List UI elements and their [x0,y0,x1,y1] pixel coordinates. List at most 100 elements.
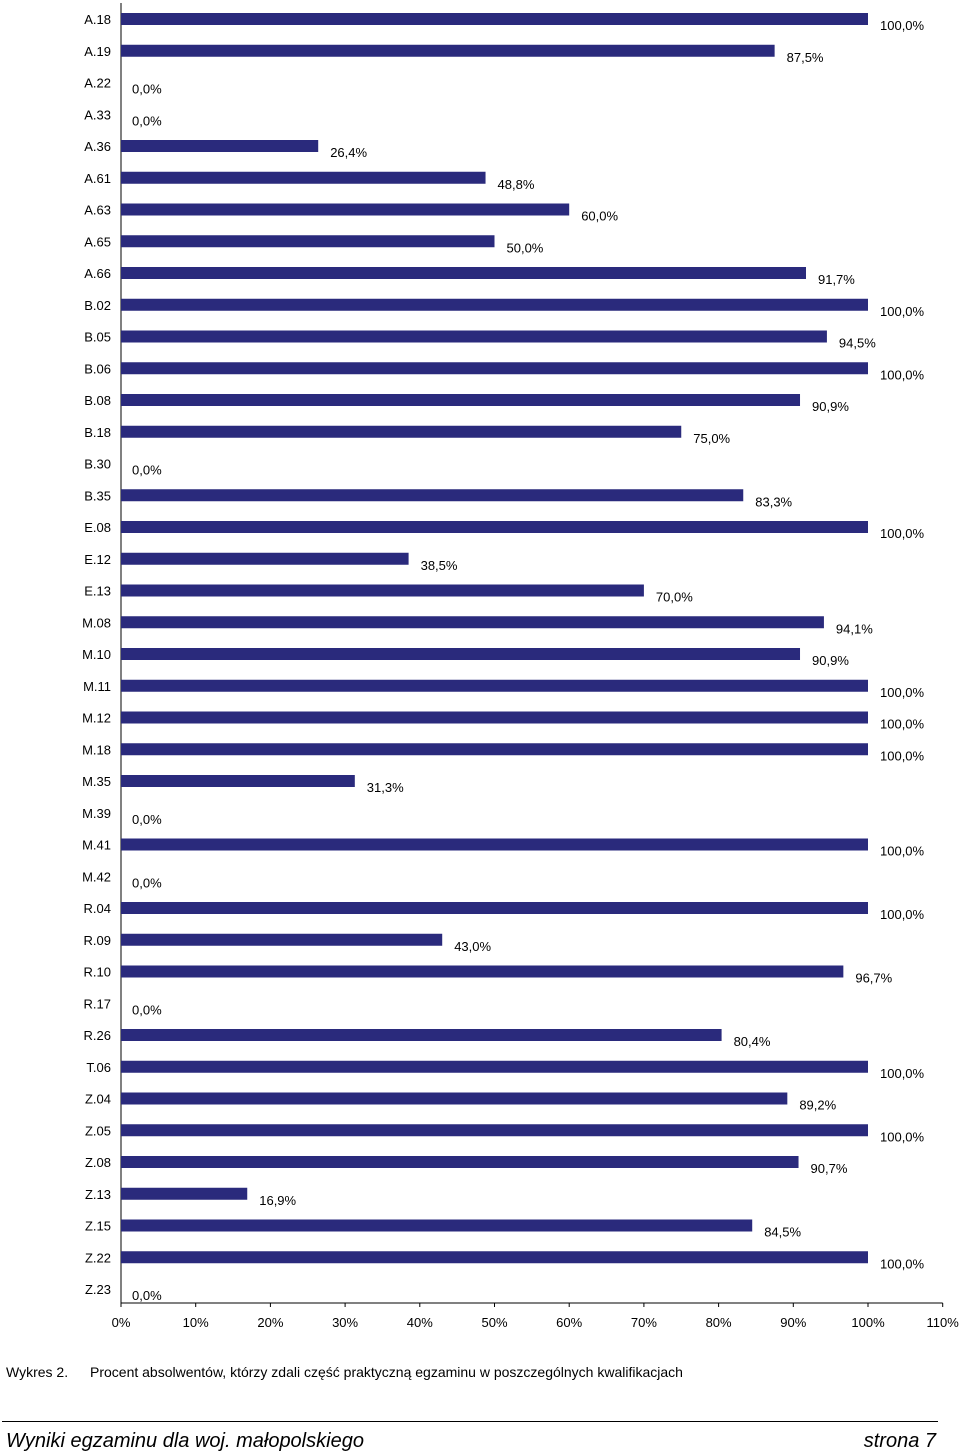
caption-label: Wykres 2. [6,1364,69,1380]
value-label: 70,0% [656,590,693,605]
value-label: 31,3% [367,780,404,795]
value-label: 0,0% [132,82,162,97]
category-label: E.13 [84,584,111,599]
bar [121,679,868,692]
value-label: 100,0% [880,1066,925,1081]
figure-caption: Wykres 2. Procent absolwentów, którzy zda… [6,1364,683,1380]
category-label: A.61 [84,171,111,186]
bar [121,552,409,565]
value-label: 94,1% [836,621,873,636]
value-label: 96,7% [855,971,892,986]
value-label: 100,0% [880,748,925,763]
category-label: M.11 [83,679,111,694]
x-tick-label: 50% [481,1315,507,1330]
value-label: 100,0% [880,1129,925,1144]
category-label: M.41 [82,838,111,853]
bar [121,1092,788,1105]
bar [121,235,495,248]
category-label: B.08 [84,393,111,408]
category-label: M.10 [82,647,111,662]
value-label: 48,8% [498,177,535,192]
category-label: B.02 [84,298,111,313]
value-label: 0,0% [132,1002,162,1017]
value-label: 90,9% [812,399,849,414]
bar [121,394,801,406]
bar [121,1251,868,1264]
value-label: 0,0% [132,875,162,890]
page-number: strona 7 [863,1430,936,1452]
bar [121,330,827,343]
category-label: A.36 [84,139,111,154]
value-label: 43,0% [454,939,491,954]
category-label: E.08 [84,520,111,535]
x-tick-label: 0% [112,1315,131,1330]
x-tick-label: 70% [631,1315,657,1330]
bar [121,140,319,152]
value-label: 38,5% [421,558,458,573]
category-label: R.04 [84,901,111,916]
category-label: A.33 [84,107,111,122]
x-tick-label: 30% [332,1315,358,1330]
value-label: 100,0% [880,304,925,319]
bar [121,171,486,184]
category-label: Z.23 [85,1282,111,1297]
value-label: 83,3% [755,494,792,509]
bar [121,489,744,502]
value-label: 50,0% [507,240,544,255]
category-label: M.18 [82,742,111,757]
category-label: E.12 [84,552,111,567]
value-label: 0,0% [132,113,162,128]
bar [121,203,570,216]
category-label: M.39 [82,806,111,821]
category-label: R.17 [84,996,111,1011]
category-label: R.26 [84,1028,111,1043]
value-label: 89,2% [799,1098,836,1113]
bar [121,267,806,279]
bar [121,425,682,438]
bar [121,1156,799,1168]
value-label: 100,0% [880,717,925,732]
x-tick-label: 90% [780,1315,806,1330]
value-label: 100,0% [880,1256,925,1271]
bar [121,362,868,375]
bar [121,933,443,946]
bar [121,1060,868,1073]
category-label: B.06 [84,361,111,376]
x-tick-label: 80% [706,1315,732,1330]
bar [121,584,644,597]
value-label: 0,0% [132,1288,162,1303]
value-label: 60,0% [581,209,618,224]
value-label: 75,0% [693,431,730,446]
category-label: R.10 [84,965,111,980]
x-tick-label: 10% [183,1315,209,1330]
category-label: Z.13 [85,1187,111,1202]
x-tick-label: 100% [851,1315,885,1330]
category-label: R.09 [84,933,111,948]
value-label: 100,0% [880,18,925,33]
value-label: 90,7% [811,1161,848,1176]
footer-title: Wyniki egzaminu dla woj. małopolskiego [6,1430,364,1452]
category-label: A.18 [84,12,111,27]
value-label: 90,9% [812,653,849,668]
x-tick-label: 60% [556,1315,582,1330]
bar [121,1219,753,1232]
bar [121,1124,868,1137]
value-label: 84,5% [764,1225,801,1240]
category-label: B.35 [84,488,111,503]
bar [121,902,868,914]
category-label: A.19 [84,44,111,59]
category-label: M.42 [82,869,111,884]
bar [121,838,868,851]
value-label: 80,4% [734,1034,771,1049]
value-label: 100,0% [880,526,925,541]
category-label: A.66 [84,266,111,281]
bar-chart: A.18 100,0% A.19 87,5% A.22 0,0% A.33 0,0% A.36 2… [82,3,959,1330]
category-label: M.08 [82,615,111,630]
category-label: A.22 [84,76,111,91]
category-label: B.30 [84,457,111,472]
category-label: B.05 [84,330,111,345]
category-label: Z.15 [85,1219,111,1234]
category-label: Z.05 [85,1123,111,1138]
value-label: 0,0% [132,463,162,478]
bar [121,298,868,311]
